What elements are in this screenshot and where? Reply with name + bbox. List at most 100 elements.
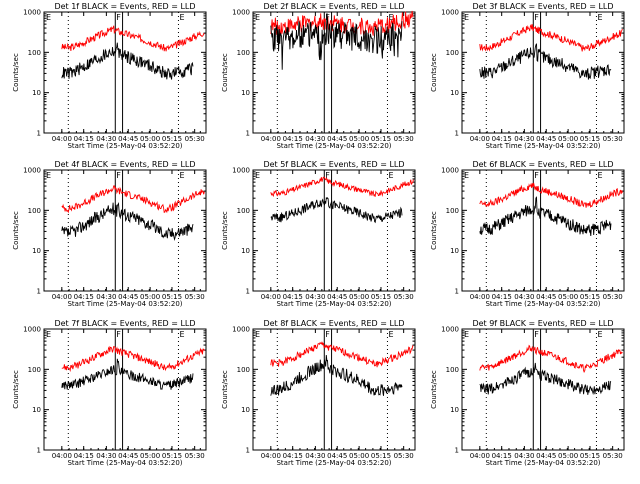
panel-title: Det 9f BLACK = Events, RED = LLD	[472, 319, 613, 328]
panel-det-8: Det 8f BLACK = Events, RED = LLD 1 10 100 10…	[221, 319, 416, 467]
x-tick-label: 04:15	[283, 135, 303, 143]
interval-flag: E	[46, 330, 51, 339]
interval-flag: E	[255, 330, 260, 339]
y-tick-label: 1000	[232, 167, 250, 175]
lld-series-line	[479, 23, 623, 52]
x-axis-label: Start Time (25-May-04 03:52:20)	[485, 300, 600, 308]
x-tick-label: 04:45	[118, 293, 138, 301]
x-tick-label: 04:45	[118, 452, 138, 460]
x-tick-label: 05:30	[185, 135, 205, 143]
y-tick-label: 1	[37, 447, 41, 455]
x-tick-label: 04:15	[492, 452, 512, 460]
x-tick-label: 04:00	[470, 135, 490, 143]
panel-det-6: Det 6f BLACK = Events, RED = LLD 1 10 100 10…	[430, 160, 625, 308]
y-tick-label: 10	[450, 406, 459, 414]
x-tick-label: 05:15	[162, 452, 182, 460]
x-tick-label: 04:45	[536, 293, 556, 301]
interval-flag: F	[116, 13, 121, 22]
interval-flag: E	[388, 13, 393, 22]
x-tick-label: 04:30	[514, 135, 534, 143]
interval-flag: E	[388, 171, 393, 180]
interval-flag: E	[388, 330, 393, 339]
x-tick-label: 05:30	[185, 293, 205, 301]
lld-series-line	[270, 176, 414, 198]
x-tick-label: 04:15	[74, 135, 94, 143]
x-tick-label: 05:15	[580, 452, 600, 460]
interval-flag: F	[534, 13, 539, 22]
x-tick-label: 05:00	[558, 135, 578, 143]
y-tick-label: 1000	[232, 9, 250, 17]
plot-frame	[43, 11, 207, 134]
x-tick-label: 05:15	[162, 293, 182, 301]
x-tick-label: 04:45	[118, 135, 138, 143]
x-tick-label: 05:30	[603, 135, 623, 143]
x-axis-label: Start Time (25-May-04 03:52:20)	[485, 142, 600, 150]
lld-series-line	[61, 25, 205, 52]
x-tick-label: 04:45	[536, 452, 556, 460]
y-tick-label: 1	[246, 447, 250, 455]
interval-flag: F	[534, 330, 539, 339]
panel-det-9: Det 9f BLACK = Events, RED = LLD 1 10 100 10…	[430, 319, 625, 467]
lld-series-line	[270, 10, 414, 36]
plot-frame	[252, 328, 416, 451]
y-axis-label: Counts/sec	[430, 53, 438, 92]
y-axis-label: Counts/sec	[12, 211, 20, 250]
y-tick-label: 1	[455, 447, 459, 455]
panel-det-4: Det 4f BLACK = Events, RED = LLD 1 10 100 10…	[12, 160, 207, 308]
panel-title: Det 2f BLACK = Events, RED = LLD	[263, 2, 404, 11]
interval-flag: E	[46, 171, 51, 180]
x-tick-label: 05:15	[371, 452, 391, 460]
interval-flag: E	[597, 330, 602, 339]
x-tick-label: 04:30	[96, 135, 116, 143]
interval-flag: E	[464, 171, 469, 180]
plot-frame	[252, 169, 416, 292]
x-tick-label: 04:00	[261, 135, 281, 143]
x-tick-label: 04:00	[261, 293, 281, 301]
lld-series-line	[61, 345, 205, 372]
x-axis-label: Start Time (25-May-04 03:52:20)	[67, 459, 182, 467]
plot-frame	[461, 169, 625, 292]
y-axis-label: Counts/sec	[221, 53, 229, 92]
y-tick-label: 100	[237, 366, 250, 374]
y-axis-label: Counts/sec	[12, 370, 20, 409]
x-tick-label: 05:00	[140, 135, 160, 143]
x-tick-label: 04:00	[470, 293, 490, 301]
y-tick-label: 10	[241, 247, 250, 255]
y-tick-label: 10	[32, 406, 41, 414]
interval-flag: E	[179, 330, 184, 339]
lld-series-line	[479, 344, 623, 373]
x-axis-label: Start Time (25-May-04 03:52:20)	[485, 459, 600, 467]
x-tick-label: 04:00	[52, 135, 72, 143]
y-tick-label: 100	[446, 366, 459, 374]
x-tick-label: 05:15	[162, 135, 182, 143]
x-tick-label: 05:00	[558, 293, 578, 301]
plot-frame	[43, 328, 207, 451]
x-tick-label: 05:15	[580, 135, 600, 143]
y-tick-label: 10	[450, 89, 459, 97]
x-tick-label: 04:30	[305, 135, 325, 143]
y-tick-label: 100	[446, 49, 459, 57]
plot-frame	[43, 169, 207, 292]
x-tick-label: 04:15	[283, 293, 303, 301]
y-tick-label: 1	[37, 288, 41, 296]
y-axis-label: Counts/sec	[12, 53, 20, 92]
x-tick-label: 05:00	[349, 293, 369, 301]
x-axis-label: Start Time (25-May-04 03:52:20)	[276, 142, 391, 150]
panel-title: Det 1f BLACK = Events, RED = LLD	[54, 2, 195, 11]
panel-title: Det 7f BLACK = Events, RED = LLD	[54, 319, 195, 328]
interval-flag: F	[325, 330, 330, 339]
events-series-line	[479, 43, 612, 80]
x-tick-label: 04:00	[52, 452, 72, 460]
events-series-line	[61, 42, 194, 80]
y-tick-label: 10	[241, 406, 250, 414]
x-tick-label: 05:00	[140, 452, 160, 460]
x-tick-label: 04:30	[305, 452, 325, 460]
y-tick-label: 100	[446, 207, 459, 215]
x-tick-label: 05:00	[349, 135, 369, 143]
x-tick-label: 05:15	[580, 293, 600, 301]
panel-det-7: Det 7f BLACK = Events, RED = LLD 1 10 100 10…	[12, 319, 207, 467]
events-series-line	[270, 354, 403, 396]
x-tick-label: 04:15	[74, 293, 94, 301]
panel-det-5: Det 5f BLACK = Events, RED = LLD 1 10 100 10…	[221, 160, 416, 308]
x-tick-label: 04:00	[52, 293, 72, 301]
